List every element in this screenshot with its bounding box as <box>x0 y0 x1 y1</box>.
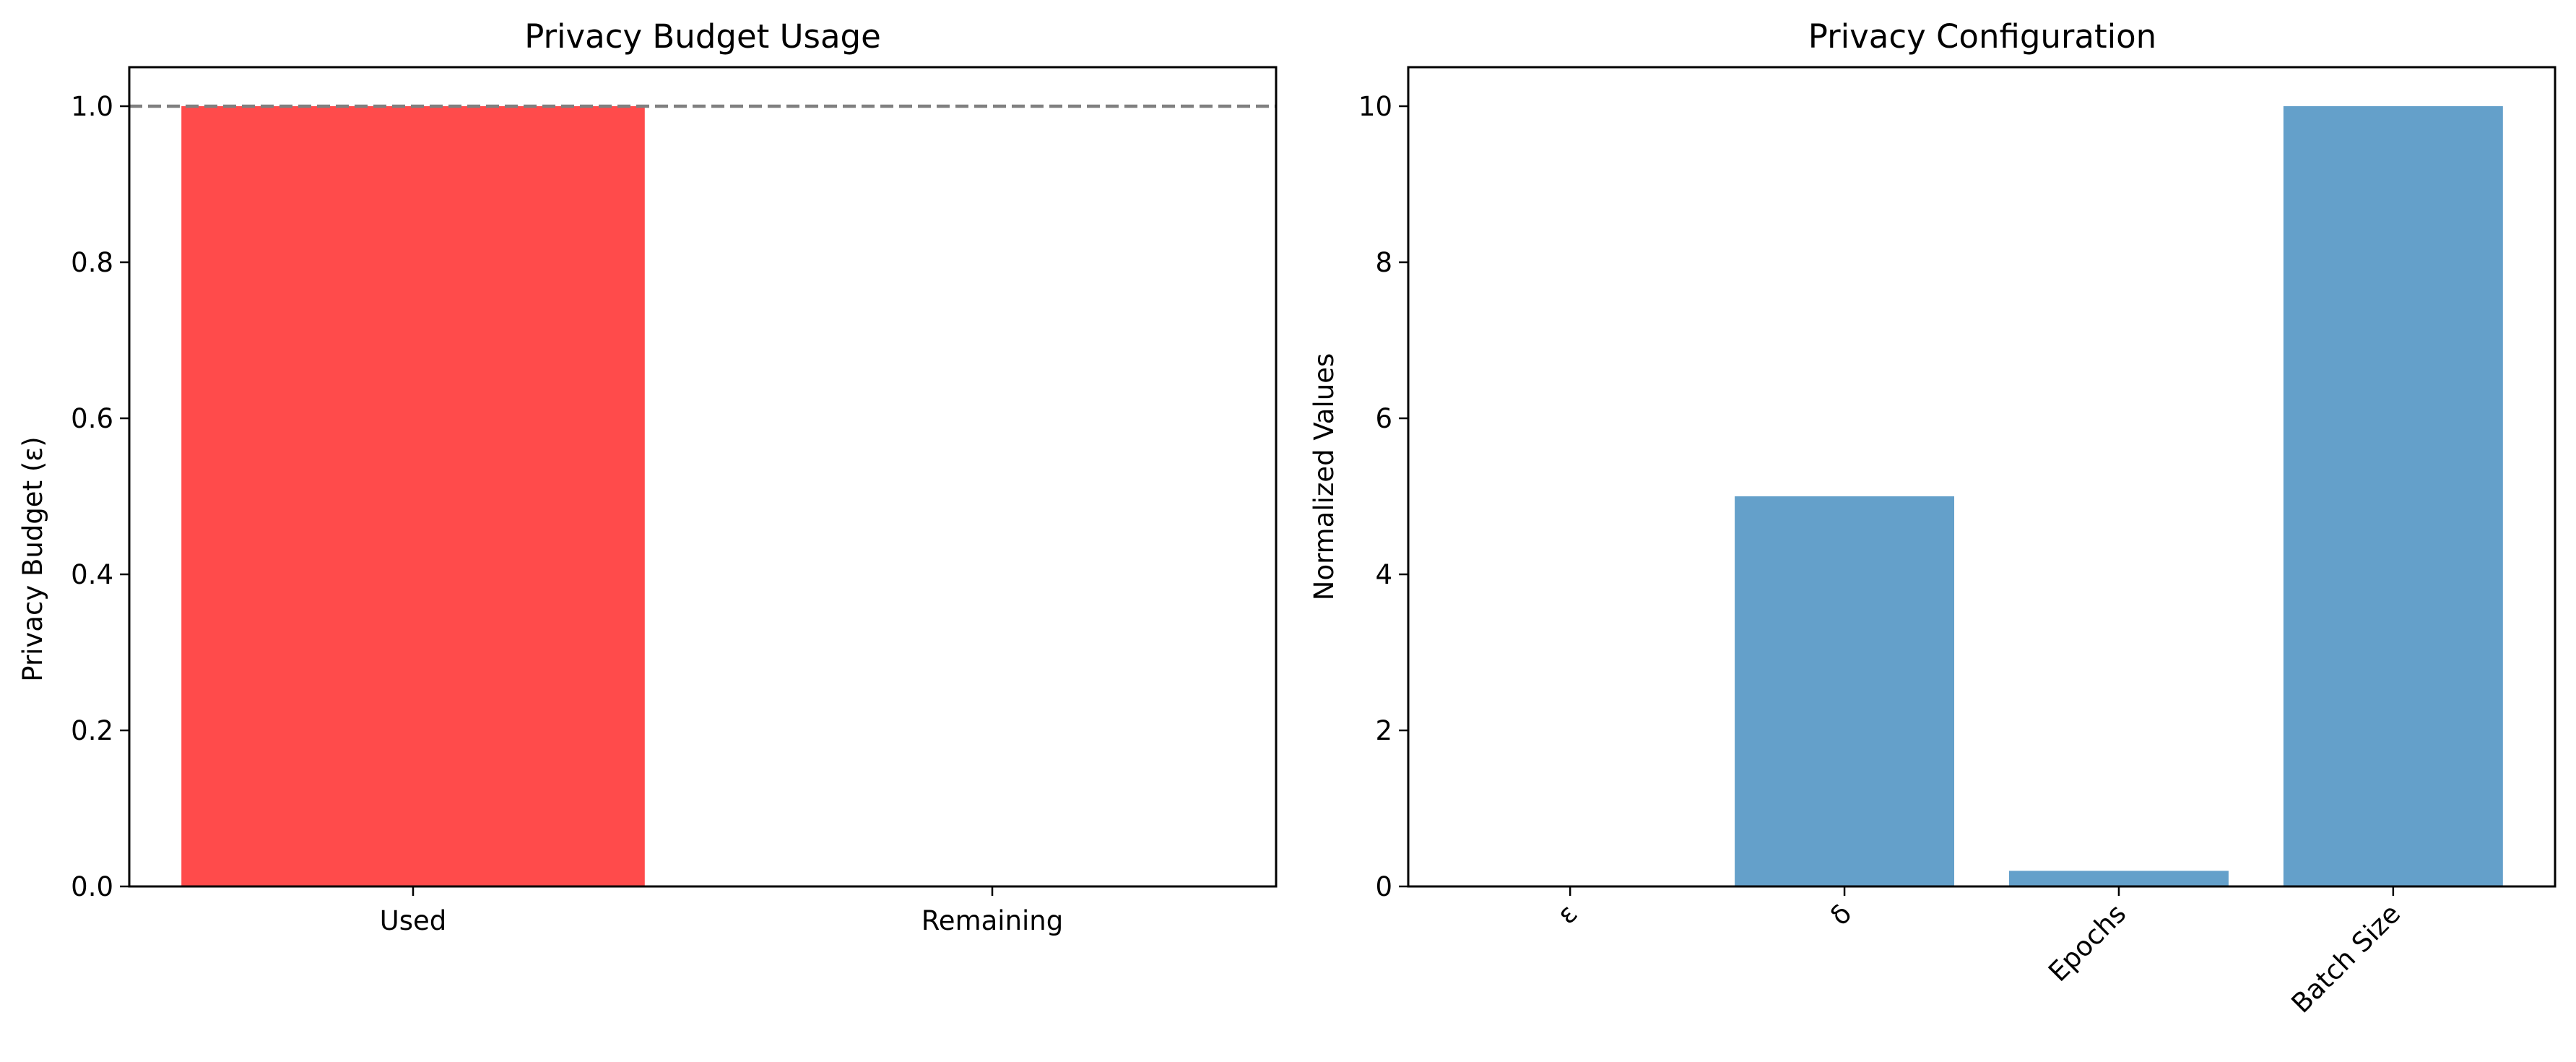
x-tick-label-symbol: δ <box>1824 898 1857 931</box>
y-tick-label: 0 <box>1375 871 1392 902</box>
y-tick-label: 1.0 <box>71 91 113 122</box>
bars-privacy-configuration <box>1460 106 2503 886</box>
bars-budget-usage <box>181 106 1224 887</box>
bar-epochs <box>2008 871 2229 886</box>
x-tick-label-batch-size: Batch Size <box>2286 898 2407 1019</box>
x-ticks-budget: Used Remaining <box>380 886 1063 936</box>
y-tick-label: 8 <box>1375 247 1392 278</box>
y-tick-label: 0.6 <box>71 403 113 434</box>
bar-symbol <box>1735 496 1955 886</box>
x-tick-label-remaining: Remaining <box>921 905 1063 936</box>
bar-used <box>181 106 645 886</box>
chart-privacy-configuration: Privacy Configuration Normalized Values … <box>1309 17 2557 1019</box>
chart-title-budget-usage: Privacy Budget Usage <box>524 17 881 56</box>
y-tick-label: 0.4 <box>71 559 113 590</box>
y-ticks-budget: 0.0 0.2 0.4 0.6 0.8 1.0 <box>71 91 129 902</box>
y-tick-label: 0.8 <box>71 247 113 278</box>
y-tick-label: 10 <box>1358 91 1392 122</box>
axes-frame-configuration <box>1407 66 2557 888</box>
x-tick-label-epochs: Epochs <box>2042 898 2132 988</box>
chart-budget-usage: Privacy Budget Usage Privacy Budget (ε) … <box>17 17 1278 936</box>
y-ticks-configuration: 0 2 4 6 8 10 <box>1358 91 1408 902</box>
y-tick-label: 4 <box>1375 559 1392 590</box>
y-axis-label-configuration: Normalized Values <box>1309 353 1340 600</box>
y-tick-label: 0.0 <box>71 871 113 902</box>
axes-frame-budget <box>128 66 1278 888</box>
chart-title-configuration: Privacy Configuration <box>1808 17 2156 56</box>
y-tick-label: 6 <box>1375 403 1392 434</box>
y-tick-label: 0.2 <box>71 715 113 746</box>
bar-batch-size <box>2283 106 2503 886</box>
x-tick-label-symbol: ε <box>1551 898 1584 931</box>
y-tick-label: 2 <box>1375 715 1392 746</box>
x-ticks-configuration: ε δ Epochs Batch Size <box>1551 886 2406 1019</box>
x-tick-label-used: Used <box>380 905 447 936</box>
y-axis-label-budget: Privacy Budget (ε) <box>17 436 48 681</box>
